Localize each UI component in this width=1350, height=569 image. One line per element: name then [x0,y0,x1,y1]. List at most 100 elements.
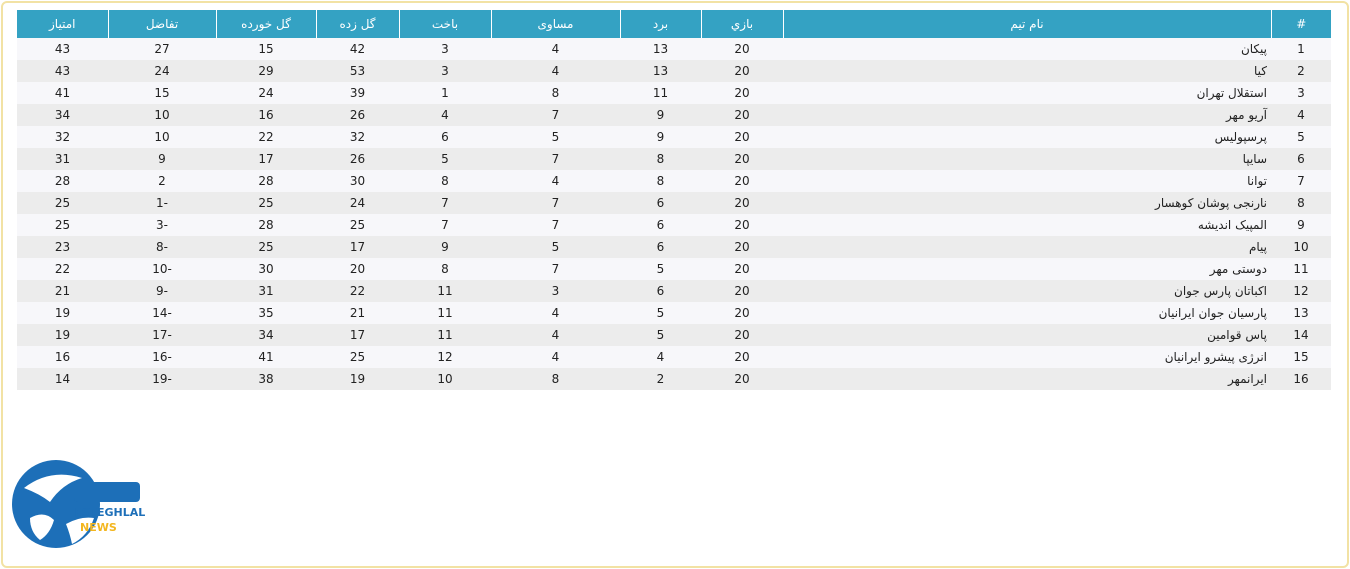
cell: 38 [216,368,316,390]
cell: 12 [399,346,491,368]
team-name: توانا [783,170,1271,192]
cell: 22 [216,126,316,148]
cell: 5 [620,258,701,280]
team-name: المپیک اندیشه [783,214,1271,236]
cell: 20 [701,324,783,346]
cell: 15 [216,38,316,60]
cell: 21 [17,280,108,302]
cell: 4 [1271,104,1331,126]
header-cell: برد [619,10,701,38]
cell: 7 [399,192,491,214]
cell: 20 [701,60,783,82]
cell: 26 [316,148,399,170]
cell: 42 [316,38,399,60]
cell: 30 [216,258,316,280]
cell: 4 [399,104,491,126]
team-name: انرژی پیشرو ایرانیان [783,346,1271,368]
cell: 34 [216,324,316,346]
header-cell: بازي [700,10,783,38]
cell: 4 [491,170,620,192]
team-name: پیکان [783,38,1271,60]
cell: 1 [1271,38,1331,60]
cell: -9 [108,280,216,302]
table-row: 8 نارنجی پوشان کوهسار 20 6 7 7 24 25 -1 25 [17,192,1331,214]
cell: 25 [17,214,108,236]
header-cell: گل زده [315,10,399,38]
cell: -16 [108,346,216,368]
cell: 20 [701,148,783,170]
cell: 9 [620,126,701,148]
cell: 3 [1271,82,1331,104]
header-row: # نام تیم بازي برد مساوی باخت گل زده گل خورده تف… [17,10,1331,38]
cell: 9 [620,104,701,126]
team-name: نارنجی پوشان کوهسار [783,192,1271,214]
cell: 2 [108,170,216,192]
cell: 24 [316,192,399,214]
cell: 17 [216,148,316,170]
cell: 8 [399,258,491,280]
cell: 4 [620,346,701,368]
standings-table: # نام تیم بازي برد مساوی باخت گل زده گل خورده تف… [17,10,1331,390]
team-name: دوستی مهر [783,258,1271,280]
cell: 25 [216,236,316,258]
table-row: 14 پاس قوامین 20 5 4 11 17 34 -17 19 [17,324,1331,346]
cell: 43 [17,60,108,82]
cell: 30 [316,170,399,192]
cell: 43 [17,38,108,60]
cell: 28 [17,170,108,192]
team-name: اکباتان پارس جوان [783,280,1271,302]
table-row: 1 پیکان 20 13 4 3 42 15 27 43 [17,38,1331,60]
team-name: پیام [783,236,1271,258]
cell: 23 [17,236,108,258]
cell: 15 [1271,346,1331,368]
cell: 20 [701,214,783,236]
header-cell: امتیاز [17,10,108,38]
cell: 11 [399,302,491,324]
cell: 28 [216,214,316,236]
cell: 7 [491,192,620,214]
cell: 3 [399,38,491,60]
cell: 13 [620,60,701,82]
cell: 5 [491,126,620,148]
cell: 20 [701,368,783,390]
cell: 8 [491,368,620,390]
cell: 4 [491,60,620,82]
cell: 19 [17,302,108,324]
cell: 6 [620,192,701,214]
cell: 20 [701,126,783,148]
team-name: سایپا [783,148,1271,170]
cell: 5 [620,324,701,346]
cell: 13 [1271,302,1331,324]
cell: 28 [216,170,316,192]
cell: 20 [701,82,783,104]
cell: 31 [216,280,316,302]
cell: 6 [399,126,491,148]
table-row: 3 استقلال تهران 20 11 8 1 39 24 15 41 [17,82,1331,104]
cell: 15 [108,82,216,104]
header-cell: تفاضل [107,10,216,38]
cell: 3 [491,280,620,302]
cell: 22 [17,258,108,280]
cell: 11 [620,82,701,104]
cell: 27 [108,38,216,60]
header-cell: مساوی [490,10,620,38]
cell: 10 [1271,236,1331,258]
cell: 6 [1271,148,1331,170]
cell: 10 [399,368,491,390]
cell: -8 [108,236,216,258]
logo-sub: NEWS [80,521,117,534]
cell: 4 [491,324,620,346]
cell: 25 [216,192,316,214]
cell: 5 [620,302,701,324]
cell: 6 [620,236,701,258]
cell: 20 [316,258,399,280]
cell: 20 [701,236,783,258]
cell: 39 [316,82,399,104]
table-row: 5 پرسپولیس 20 9 5 6 32 22 10 32 [17,126,1331,148]
cell: 32 [17,126,108,148]
cell: 1 [399,82,491,104]
cell: 25 [17,192,108,214]
cell: 41 [216,346,316,368]
cell: 26 [316,104,399,126]
table-body: 1 پیکان 20 13 4 3 42 15 27 43 2 کیا 20 13 4 3 53 29 24 43 3 ا… [17,38,1331,390]
